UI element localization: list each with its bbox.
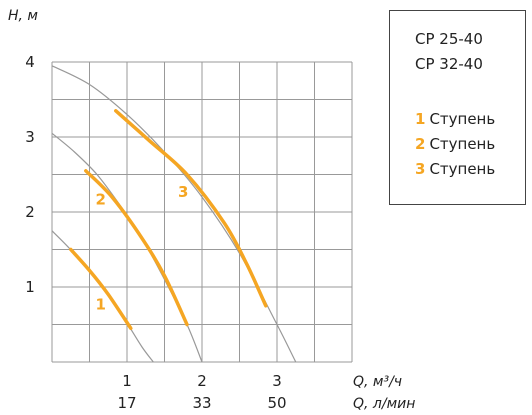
- y-tick-label: 4: [25, 53, 35, 71]
- y-axis-label: H, м: [8, 8, 38, 24]
- x-tick-label-secondary: 50: [267, 394, 286, 412]
- x-axis-label-secondary: Q, л/мин: [353, 396, 415, 412]
- legend-model-1: CP 25-40: [415, 30, 483, 48]
- legend-stage-1: 1 Ступень: [415, 110, 495, 128]
- curve-3-full: [51, 65, 297, 363]
- chart-labels: 1 2 3: [96, 183, 189, 314]
- curve-1-active: [69, 247, 133, 331]
- y-tick-label: 1: [25, 278, 35, 296]
- x-tick-label-secondary: 17: [117, 394, 136, 412]
- x-tick-label-primary: 1: [122, 372, 132, 390]
- legend-box: CP 25-40 CP 32-40 1 Ступень 2 Ступень 3 Сту…: [389, 10, 526, 205]
- legend-stage-3-number: 3: [415, 160, 426, 178]
- x-tick-label-primary: 2: [197, 372, 207, 390]
- y-tick-label: 3: [25, 128, 35, 146]
- x-axis-label-primary: Q, м³/ч: [353, 374, 402, 390]
- chart-axes: H, м 1 2 3 4 1 2 3 17 33 50 Q, м³/ч Q, л/мин: [8, 8, 415, 412]
- y-tick-label: 2: [25, 203, 35, 221]
- curve-label-3: 3: [178, 183, 188, 201]
- legend-stage-1-number: 1: [415, 110, 426, 128]
- legend-stage-2: 2 Ступень: [415, 135, 495, 153]
- x-tick-label-primary: 3: [272, 372, 282, 390]
- legend-model-2: CP 32-40: [415, 55, 483, 73]
- legend-stage-1-label: Ступень: [429, 110, 496, 128]
- legend-stage-3: 3 Ступень: [415, 160, 495, 178]
- chart-curves: [51, 65, 297, 363]
- chart-grid: [51, 61, 353, 363]
- curve-3-active: [114, 109, 268, 308]
- curve-label-2: 2: [96, 191, 106, 209]
- x-tick-label-secondary: 33: [192, 394, 211, 412]
- legend-stage-2-label: Ступень: [429, 135, 496, 153]
- legend-stage-2-number: 2: [415, 135, 426, 153]
- curve-label-1: 1: [96, 296, 106, 314]
- legend-stage-3-label: Ступень: [429, 160, 496, 178]
- curve-2-active: [84, 169, 189, 327]
